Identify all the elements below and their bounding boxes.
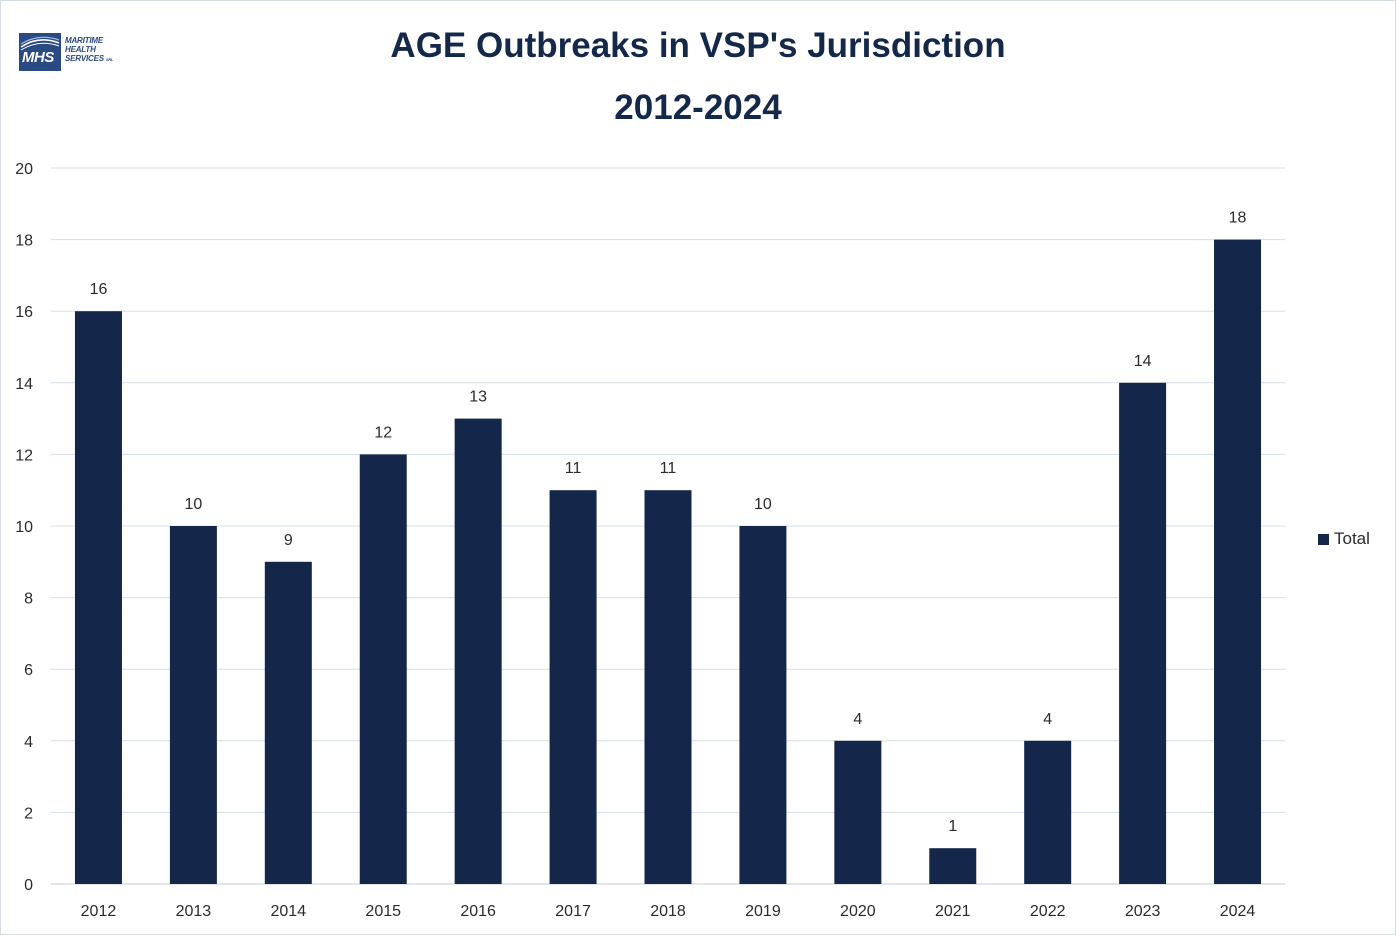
logo-emblem bbox=[19, 33, 61, 71]
y-tick-label-18: 18 bbox=[15, 233, 33, 250]
y-tick-label-20: 20 bbox=[15, 161, 33, 178]
y-axis-ticks: 0 2 4 6 8 10 12 14 16 18 20 bbox=[15, 161, 33, 894]
logo-wordmark: MARITIME HEALTH SERVICES SRL bbox=[65, 36, 114, 64]
y-tick-label-12: 12 bbox=[15, 447, 33, 464]
logo-abbreviation: MHS bbox=[22, 49, 54, 66]
y-tick-label-2: 2 bbox=[24, 805, 33, 822]
bar-2021 bbox=[929, 848, 977, 884]
y-tick-label-16: 16 bbox=[15, 304, 33, 321]
legend: Total bbox=[1318, 529, 1370, 549]
x-tick-label-2017: 2017 bbox=[555, 903, 591, 920]
logo-line-1: MARITIME bbox=[65, 36, 103, 45]
y-tick-label-6: 6 bbox=[24, 662, 33, 679]
x-tick-label-2012: 2012 bbox=[81, 903, 117, 920]
logo-line-2: HEALTH bbox=[65, 45, 96, 54]
x-tick-label-2024: 2024 bbox=[1220, 903, 1256, 920]
y-tick-label-14: 14 bbox=[15, 376, 33, 393]
x-axis-ticks: 2012 2013 2014 2015 2016 2017 2018 2019 2020 2021… bbox=[81, 903, 1256, 920]
x-tick-label-2018: 2018 bbox=[650, 903, 686, 920]
bar-2015 bbox=[359, 454, 407, 884]
bar-2023 bbox=[1119, 382, 1167, 884]
x-tick-label-2013: 2013 bbox=[176, 903, 212, 920]
logo-line-3: SERVICES bbox=[65, 54, 104, 63]
x-tick-label-2022: 2022 bbox=[1030, 903, 1066, 920]
y-tick-label-8: 8 bbox=[24, 591, 33, 608]
data-label-2018: 11 bbox=[660, 460, 677, 477]
data-label-2024: 18 bbox=[1229, 210, 1247, 227]
data-label-2012: 16 bbox=[90, 281, 108, 298]
bar-2018 bbox=[644, 490, 692, 884]
bars bbox=[74, 239, 1262, 885]
data-label-2023: 14 bbox=[1134, 353, 1152, 370]
company-logo: MHS MARITIME HEALTH SERVICES SRL bbox=[19, 33, 119, 73]
data-label-2019: 10 bbox=[754, 496, 772, 513]
data-label-2015: 12 bbox=[374, 424, 392, 441]
chart-title: AGE Outbreaks in VSP's Jurisdiction bbox=[390, 26, 1006, 65]
bar-2024 bbox=[1214, 239, 1262, 885]
data-label-2022: 4 bbox=[1043, 711, 1052, 728]
legend-label-total: Total bbox=[1334, 529, 1370, 548]
x-tick-label-2020: 2020 bbox=[840, 903, 876, 920]
x-tick-label-2023: 2023 bbox=[1125, 903, 1161, 920]
x-tick-label-2014: 2014 bbox=[271, 903, 307, 920]
x-tick-label-2019: 2019 bbox=[745, 903, 781, 920]
y-tick-label-10: 10 bbox=[15, 519, 33, 536]
bar-2014 bbox=[264, 561, 312, 884]
chart-subtitle: 2012-2024 bbox=[614, 88, 782, 127]
bar-2019 bbox=[739, 526, 787, 884]
bar-2016 bbox=[454, 418, 502, 884]
bar-2013 bbox=[169, 526, 217, 884]
data-label-2021: 1 bbox=[948, 818, 957, 835]
data-label-2013: 10 bbox=[184, 496, 202, 513]
y-tick-label-4: 4 bbox=[24, 734, 33, 751]
logo-suffix: SRL bbox=[105, 57, 114, 62]
bar-2022 bbox=[1024, 740, 1072, 884]
bar-2012 bbox=[74, 311, 122, 884]
x-tick-label-2021: 2021 bbox=[935, 903, 971, 920]
data-label-2014: 9 bbox=[284, 532, 293, 549]
bar-2017 bbox=[549, 490, 597, 884]
legend-swatch-total bbox=[1318, 533, 1329, 545]
data-label-2020: 4 bbox=[853, 711, 862, 728]
x-tick-label-2015: 2015 bbox=[365, 903, 401, 920]
data-label-2016: 13 bbox=[469, 389, 487, 406]
bar-2020 bbox=[834, 740, 882, 884]
y-tick-label-0: 0 bbox=[24, 877, 33, 894]
data-label-2017: 11 bbox=[565, 460, 582, 477]
x-tick-label-2016: 2016 bbox=[460, 903, 496, 920]
